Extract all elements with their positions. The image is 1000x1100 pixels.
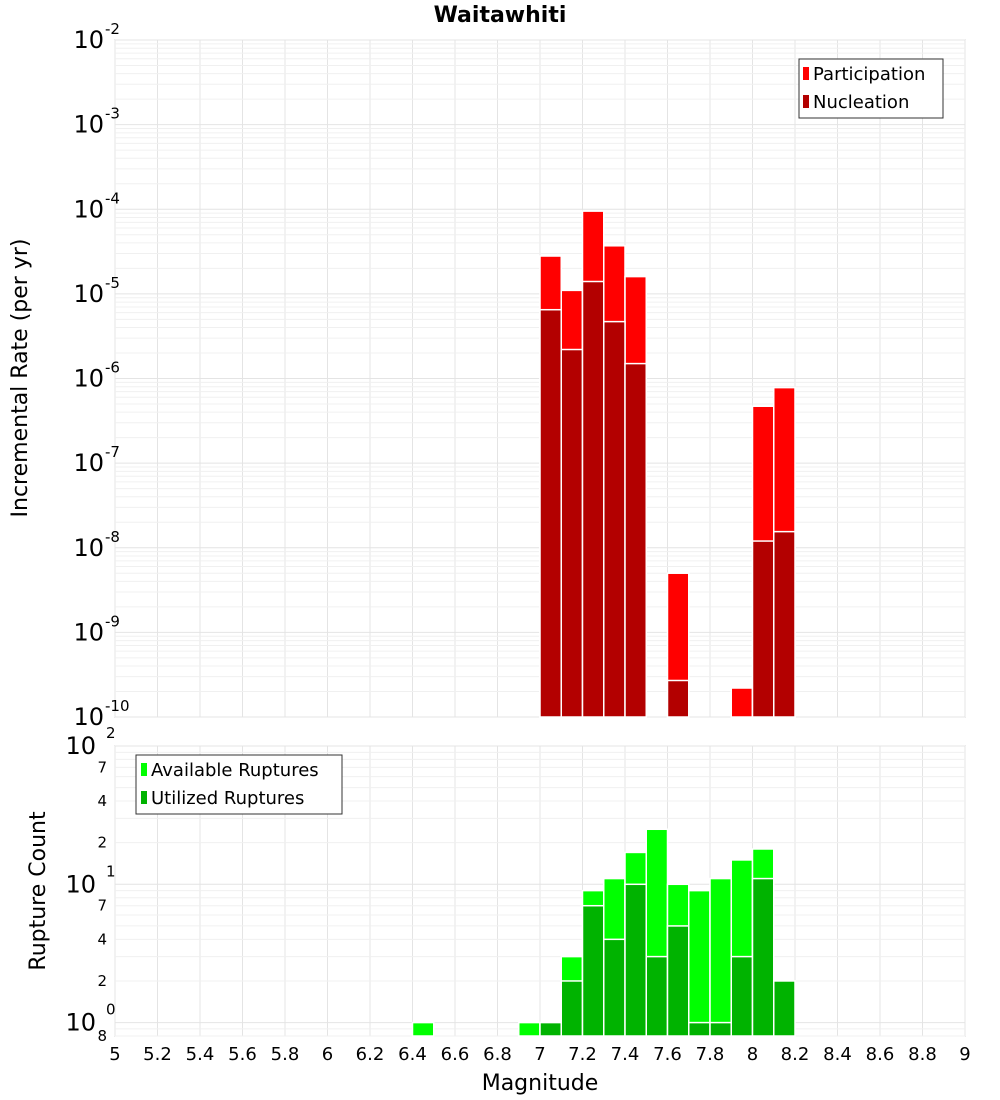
top-bars (539, 210, 796, 718)
top-y-axis-ticks: 10-210-310-410-510-610-710-810-910-10 (73, 20, 129, 731)
participation-legend-label: Participation (813, 64, 925, 85)
y-tick-label: 10 (65, 870, 96, 898)
x-tick-label: 5.4 (186, 1044, 215, 1065)
count-a-bar (709, 877, 732, 1037)
y-tick-exponent: -8 (105, 528, 120, 546)
y-tick-exponent: 2 (106, 724, 116, 742)
x-tick-label: 7 (534, 1044, 545, 1065)
x-tick-label: 6.6 (441, 1044, 470, 1065)
rate-b-bar (624, 362, 647, 718)
rate-b-bar (751, 540, 775, 718)
y-tick-exponent: -9 (105, 612, 120, 630)
x-tick-label: 6 (322, 1044, 333, 1065)
rate-b-bar (603, 320, 626, 718)
y-minor-tick-label: 2 (97, 834, 107, 852)
y-tick-label: 10 (65, 732, 96, 760)
bottom-bars (411, 828, 796, 1037)
rate-b-bar (666, 679, 690, 718)
available-ruptures-legend-label: Available Ruptures (151, 760, 319, 781)
count-b-bar (581, 904, 605, 1037)
count-b-bar (709, 1021, 732, 1037)
available-ruptures-legend-swatch (141, 763, 147, 776)
y-minor-tick-label: 4 (97, 792, 107, 810)
x-tick-label: 5 (109, 1044, 120, 1065)
count-b-bar (666, 925, 690, 1037)
y-tick-exponent: -10 (105, 697, 130, 715)
count-b-bar (645, 955, 669, 1037)
y-minor-tick-label: 7 (97, 758, 107, 776)
utilized-ruptures-legend-swatch (141, 791, 147, 804)
y-minor-tick-label: 8 (97, 1027, 107, 1045)
y-minor-tick-label: 2 (97, 972, 107, 990)
y-tick-label: 10 (73, 534, 104, 562)
count-b-bar (751, 877, 775, 1037)
x-tick-label: 6.4 (398, 1044, 427, 1065)
y-tick-label: 10 (73, 618, 104, 646)
participation-legend-swatch (803, 67, 809, 80)
x-tick-label: 8.2 (781, 1044, 810, 1065)
rate-b-bar (560, 348, 584, 718)
count-b-bar (603, 938, 626, 1037)
x-tick-label: 7.2 (568, 1044, 597, 1065)
y-tick-label: 10 (73, 26, 104, 54)
count-b-bar (773, 980, 796, 1037)
bottom-legend-box (135, 754, 343, 815)
count-b-bar (560, 980, 584, 1037)
y-tick-label: 10 (73, 449, 104, 477)
y-tick-exponent: -2 (105, 20, 120, 38)
count-b-bar (688, 1021, 711, 1037)
x-tick-label: 8.6 (866, 1044, 895, 1065)
x-tick-label: 7.4 (611, 1044, 640, 1065)
count-a-bar (518, 1021, 541, 1037)
top-legend: Participation Nucleation (798, 58, 944, 119)
utilized-ruptures-legend-label: Utilized Ruptures (151, 788, 304, 809)
x-tick-label: 8.4 (823, 1044, 852, 1065)
chart-title: Waitawhiti (434, 3, 567, 28)
bottom-legend: Available Ruptures Utilized Ruptures (135, 754, 343, 815)
y-tick-exponent: -7 (105, 443, 120, 461)
count-b-bar (730, 955, 754, 1037)
y-tick-label: 10 (73, 111, 104, 139)
rate-a-bar (730, 687, 754, 718)
rate-b-bar (581, 280, 605, 718)
y-minor-tick-label: 7 (97, 897, 107, 915)
y-tick-exponent: -6 (105, 359, 120, 377)
count-a-bar (411, 1021, 435, 1037)
nucleation-legend-label: Nucleation (813, 92, 909, 113)
x-tick-label: 7.6 (653, 1044, 682, 1065)
count-b-bar (539, 1021, 562, 1037)
y-minor-tick-label: 4 (97, 930, 107, 948)
count-a-bar (688, 889, 711, 1037)
nucleation-legend-swatch (803, 95, 809, 108)
x-tick-label: 7.8 (696, 1044, 725, 1065)
x-tick-label: 8.8 (908, 1044, 937, 1065)
y-tick-label: 10 (73, 703, 104, 731)
top-y-axis-title: Incremental Rate (per yr) (8, 239, 33, 518)
y-tick-exponent: -3 (105, 105, 120, 123)
rate-b-bar (539, 308, 562, 718)
x-tick-label: 8 (747, 1044, 758, 1065)
x-tick-label: 9 (959, 1044, 970, 1065)
x-tick-label: 5.6 (228, 1044, 257, 1065)
x-tick-label: 5.2 (143, 1044, 172, 1065)
x-tick-label: 5.8 (271, 1044, 300, 1065)
x-axis-title: Magnitude (482, 1071, 599, 1096)
x-tick-label: 6.2 (356, 1044, 385, 1065)
rate-b-bar (773, 530, 796, 718)
y-tick-exponent: -5 (105, 274, 120, 292)
y-tick-label: 10 (65, 1009, 96, 1037)
y-tick-label: 10 (73, 195, 104, 223)
x-axis-ticks: 5 5.2 5.4 5.6 5.8 6 6.2 6.4 6.6 6.8 7 7.2 7.4 7.6 7.8 8… (109, 1044, 970, 1065)
top-legend-box (798, 58, 944, 119)
count-b-bar (624, 883, 647, 1037)
y-tick-exponent: 0 (106, 1001, 116, 1019)
y-tick-exponent: 1 (106, 862, 116, 880)
y-tick-label: 10 (73, 280, 104, 308)
y-tick-label: 10 (73, 365, 104, 393)
x-tick-label: 6.8 (483, 1044, 512, 1065)
bottom-y-axis-title: Rupture Count (26, 811, 51, 971)
y-tick-exponent: -4 (105, 189, 120, 207)
